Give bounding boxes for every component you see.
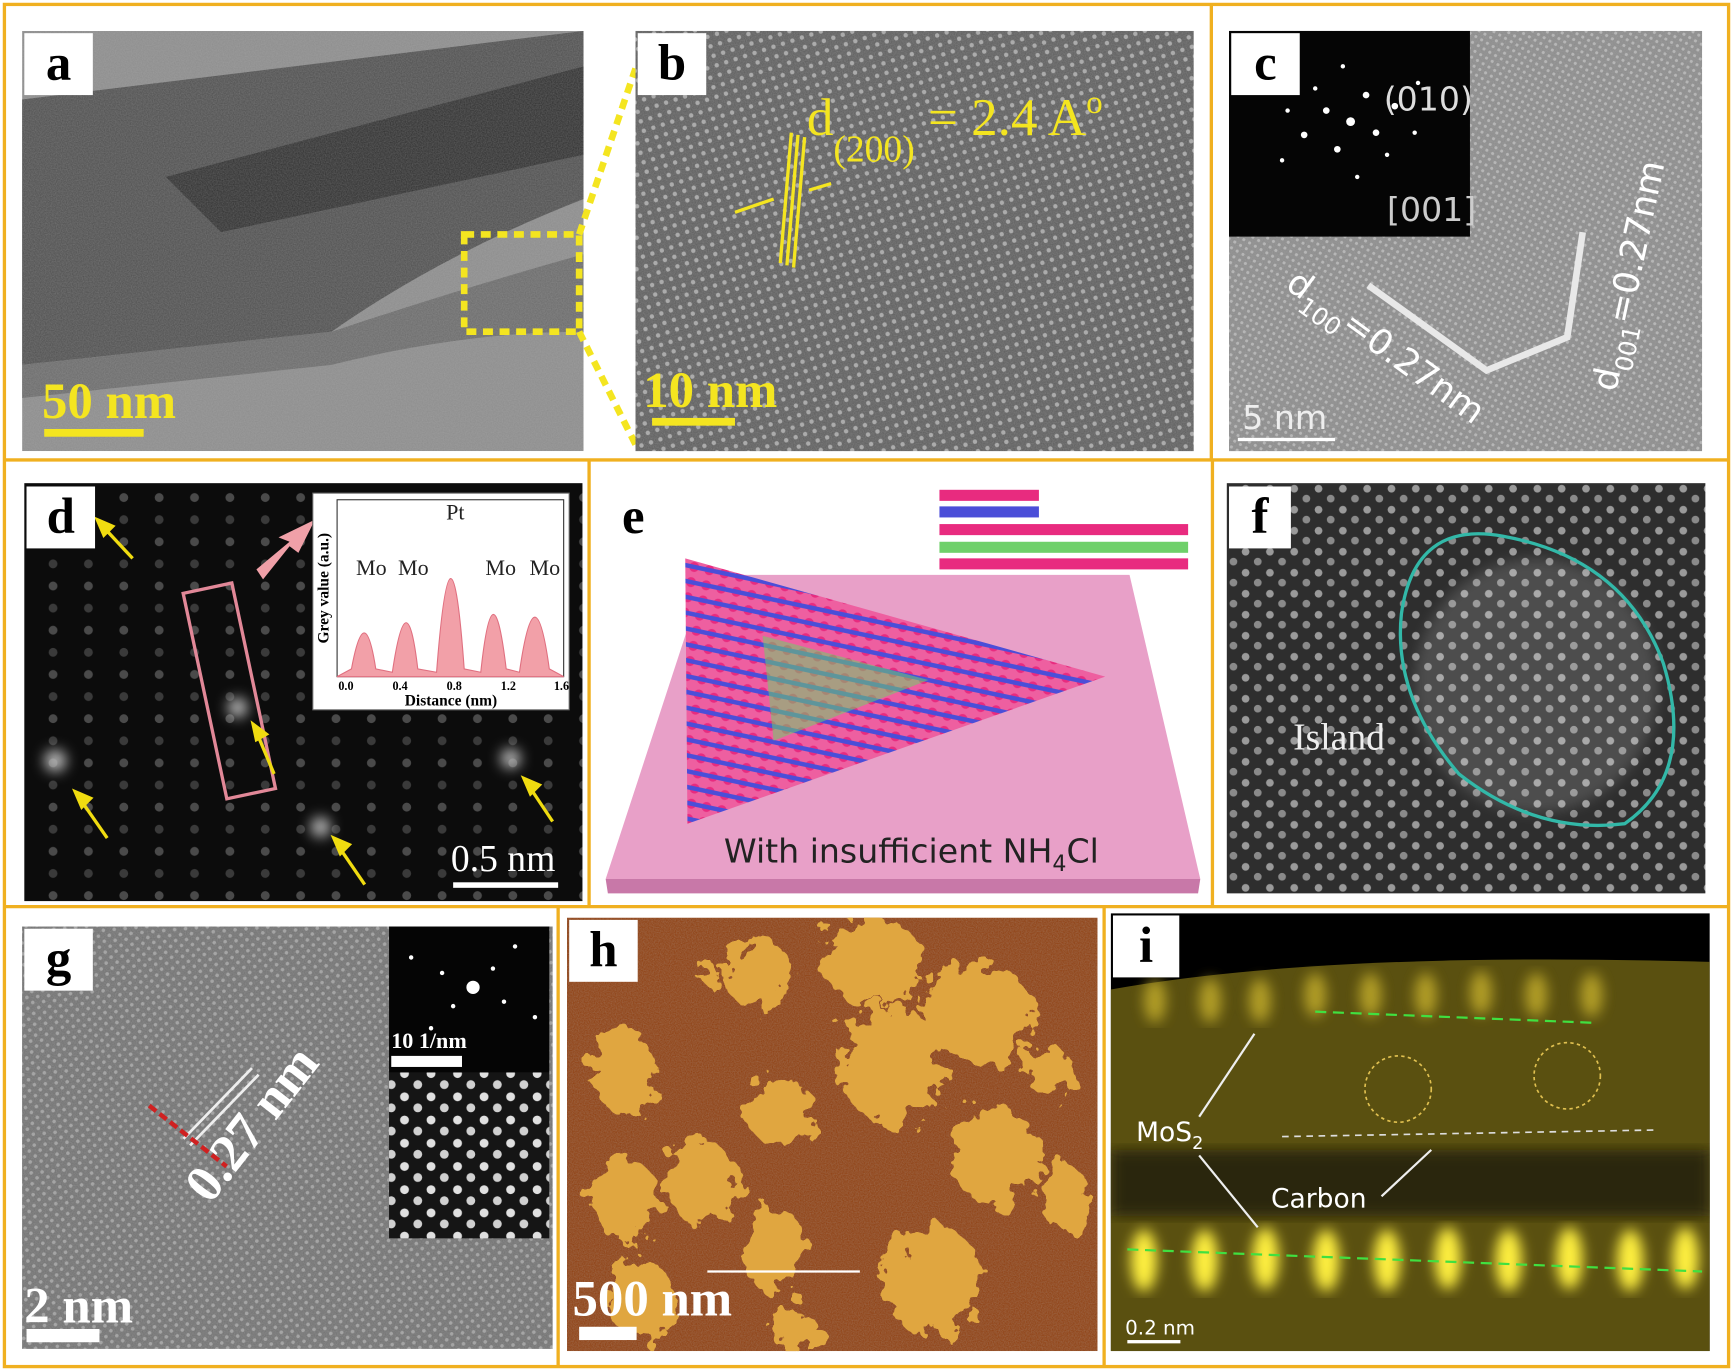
panel-label: c xyxy=(1254,35,1277,91)
peak-label: Mo xyxy=(485,555,516,580)
layer-line xyxy=(1127,1248,1703,1273)
inset-scale-text: 10 1/nm xyxy=(391,1028,467,1053)
fft-spot-label: (010) xyxy=(1384,80,1473,119)
caption-tail: Cl xyxy=(1066,831,1098,870)
region-circle xyxy=(1364,1055,1433,1124)
profile-inset xyxy=(312,492,570,711)
panel-label: h xyxy=(589,921,617,977)
bright-atoms xyxy=(44,697,521,837)
atom-arrows xyxy=(71,516,554,886)
scale-bar xyxy=(1127,1340,1181,1344)
island-outline xyxy=(1398,532,1676,828)
scale-text: 0.5 nm xyxy=(451,839,555,880)
saed-spots xyxy=(408,944,538,1031)
measure-arrow xyxy=(147,1103,228,1169)
panel-label: a xyxy=(46,35,71,91)
label-box xyxy=(599,486,668,549)
label-box xyxy=(637,33,707,96)
panel-label: f xyxy=(1251,488,1269,544)
caption: With insufficient NH4Cl xyxy=(724,831,1099,877)
peak-label: Mo xyxy=(530,555,561,580)
scale-text: 0.2 nm xyxy=(1125,1317,1195,1340)
scale-bar xyxy=(652,417,735,426)
layer-line xyxy=(1315,1010,1592,1024)
scale-bar xyxy=(26,1328,100,1343)
label-box xyxy=(569,919,638,982)
side-view xyxy=(939,489,1189,570)
panel-h-image xyxy=(566,917,1098,1352)
zoom-box xyxy=(460,231,583,336)
scale-bar xyxy=(1237,437,1336,442)
label-box xyxy=(1231,33,1300,96)
lattice-marker xyxy=(734,132,832,268)
panel-label: g xyxy=(46,930,71,986)
panel-label: d xyxy=(47,488,75,544)
panel-label: b xyxy=(658,35,686,91)
panel-i-image xyxy=(1110,913,1710,1352)
island-bright xyxy=(1414,558,1658,813)
peak-label: Mo xyxy=(356,555,387,580)
lattice-marker xyxy=(182,1067,260,1147)
layer-line xyxy=(1282,1129,1658,1138)
scale-bar xyxy=(44,428,144,437)
scale-bar xyxy=(579,1326,637,1341)
caption-sub: 4 xyxy=(1052,851,1066,877)
caption-text: With insufficient NH xyxy=(724,831,1052,870)
inset-tick-label: 1.2 xyxy=(501,679,516,693)
second-layer xyxy=(762,635,929,741)
scale-text: 5 nm xyxy=(1242,398,1327,437)
profile-curve xyxy=(336,577,564,678)
label-box xyxy=(1229,486,1291,549)
panel-label: i xyxy=(1139,917,1153,973)
label-box xyxy=(24,928,93,991)
fft-spots xyxy=(1279,64,1421,180)
pointer-lines xyxy=(1198,1033,1433,1228)
layer-label: Carbon xyxy=(1271,1183,1367,1214)
inset-y-label: Grey value (a.u.) xyxy=(315,533,332,644)
panel-b-noise xyxy=(635,30,1194,452)
spacing-label: d(200) = 2.4 Ao xyxy=(807,84,1103,171)
inset-tick-label: 1.6 xyxy=(554,679,569,693)
inset-x-label: Distance (nm) xyxy=(405,692,497,709)
profile-arrow xyxy=(256,519,315,580)
region-circle xyxy=(1533,1041,1602,1110)
inset-tick-label: 0.4 xyxy=(393,679,408,693)
zoom-line xyxy=(576,330,639,446)
layer-sub: 2 xyxy=(1192,1134,1203,1154)
spacing-index: (200) xyxy=(833,129,914,170)
label-box xyxy=(26,486,96,549)
scale-text: 2 nm xyxy=(24,1277,133,1333)
label-box xyxy=(24,33,93,96)
substrate-edge xyxy=(605,878,1201,894)
saed-inset xyxy=(389,926,550,1073)
inset-tick-label: 0.8 xyxy=(447,679,462,693)
peak-label: Mo xyxy=(398,555,429,580)
label-box xyxy=(1112,915,1180,978)
panel-label: e xyxy=(622,488,645,544)
spacing-unit-mark: o xyxy=(1086,84,1103,121)
scale-text: 50 nm xyxy=(42,373,176,429)
inset-scale-bar xyxy=(391,1055,462,1067)
island-label: Island xyxy=(1293,718,1385,759)
peak-label: Pt xyxy=(446,500,465,525)
scale-text: 10 nm xyxy=(643,362,777,418)
lattice-inset xyxy=(389,1072,550,1239)
layer-label: MoS2 xyxy=(1136,1117,1203,1154)
scale-text: 500 nm xyxy=(573,1271,733,1327)
zone-axis-label: [001] xyxy=(1387,190,1476,229)
spacing-symbol: d xyxy=(807,89,834,147)
profile-box xyxy=(181,581,278,801)
panel-a-image xyxy=(22,30,584,452)
scale-bar xyxy=(453,882,559,888)
zoom-line xyxy=(576,67,639,236)
spacing-value: = 2.4 A xyxy=(915,89,1086,147)
layer-text: MoS xyxy=(1136,1117,1192,1148)
lattice-guide xyxy=(1366,231,1586,375)
inset-tick-label: 0.0 xyxy=(338,679,353,693)
